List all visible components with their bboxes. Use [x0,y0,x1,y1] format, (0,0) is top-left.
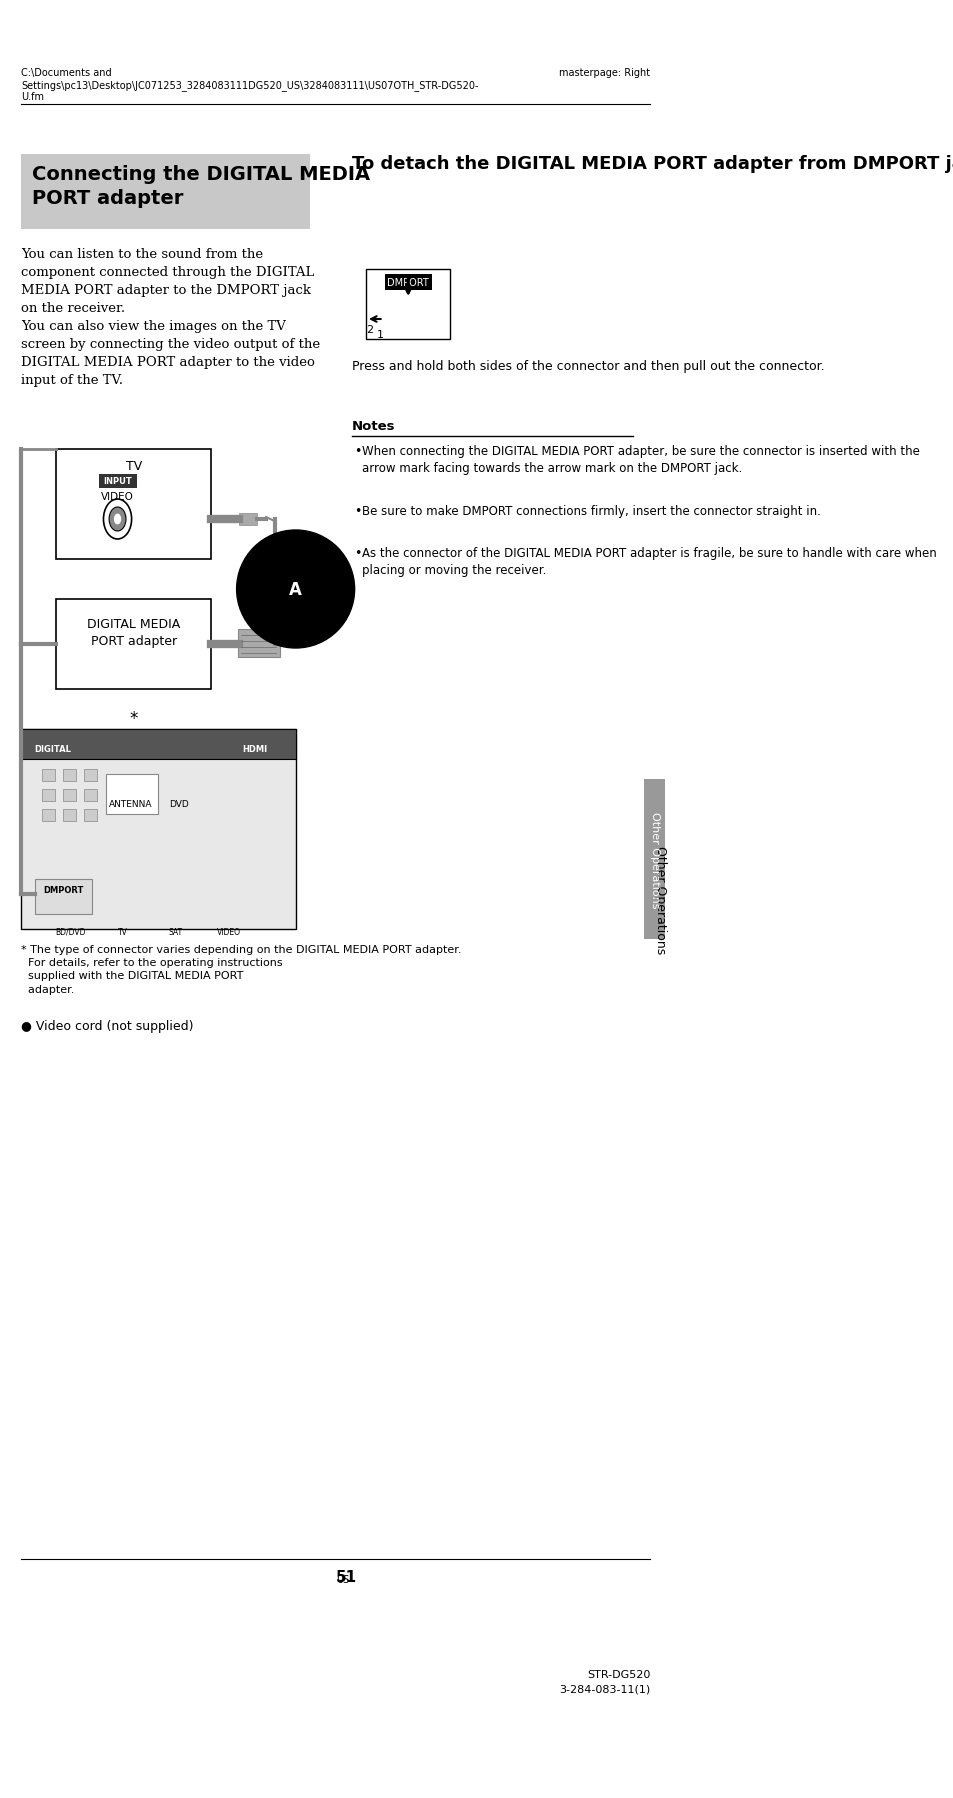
Text: •: • [354,444,361,458]
FancyBboxPatch shape [42,809,55,822]
FancyBboxPatch shape [366,270,450,340]
Text: Be sure to make DMPORT connections firmly, insert the connector straight in.: Be sure to make DMPORT connections firml… [362,505,821,518]
Text: * The type of connector varies depending on the DIGITAL MEDIA PORT adapter.
  Fo: * The type of connector varies depending… [21,944,461,994]
Text: 3-284-083-11(1): 3-284-083-11(1) [558,1685,650,1694]
Text: *: * [130,710,138,728]
Text: When connecting the DIGITAL MEDIA PORT adapter, be sure the connector is inserte: When connecting the DIGITAL MEDIA PORT a… [362,444,920,475]
FancyBboxPatch shape [85,770,97,782]
Text: DVD: DVD [170,800,189,809]
FancyBboxPatch shape [21,155,310,230]
Text: •: • [354,505,361,518]
FancyBboxPatch shape [21,730,295,930]
FancyBboxPatch shape [56,450,211,559]
Text: 2: 2 [366,325,373,334]
Circle shape [113,514,122,525]
Circle shape [109,507,126,532]
FancyBboxPatch shape [106,775,158,814]
Text: Connecting the DIGITAL MEDIA
PORT adapter: Connecting the DIGITAL MEDIA PORT adapte… [31,165,370,207]
Text: DMPORT: DMPORT [387,279,429,288]
Text: INPUT: INPUT [103,476,132,485]
Text: ANTENNA: ANTENNA [109,800,152,809]
Text: Press and hold both sides of the connector and then pull out the connector.: Press and hold both sides of the connect… [352,360,823,372]
Text: 51: 51 [335,1570,356,1584]
Text: VIDEO: VIDEO [216,928,240,937]
Text: masterpage: Right: masterpage: Right [558,68,650,77]
Text: TV: TV [118,928,128,937]
Text: TV: TV [126,460,142,473]
Text: SAT: SAT [169,928,183,937]
Text: STR-DG520: STR-DG520 [586,1669,650,1679]
Text: Other Operations: Other Operations [649,811,659,908]
FancyBboxPatch shape [98,475,137,489]
Text: ● Video cord (not supplied): ● Video cord (not supplied) [21,1019,193,1032]
FancyBboxPatch shape [239,514,256,525]
FancyBboxPatch shape [85,809,97,822]
Text: You can listen to the sound from the
component connected through the DIGITAL
MED: You can listen to the sound from the com… [21,248,320,387]
FancyBboxPatch shape [85,789,97,802]
FancyBboxPatch shape [63,789,76,802]
Text: C:\Documents and
Settings\pc13\Desktop\JC071253_3284083111DG520_US\3284083111\US: C:\Documents and Settings\pc13\Desktop\J… [21,68,478,102]
Text: •: • [354,547,361,559]
FancyBboxPatch shape [35,879,91,915]
Text: To detach the DIGITAL MEDIA PORT adapter from DMPORT jack: To detach the DIGITAL MEDIA PORT adapter… [352,155,953,173]
Text: Notes: Notes [352,419,395,433]
Text: VIDEO: VIDEO [101,491,133,502]
Text: US: US [335,1573,349,1584]
Text: As the connector of the DIGITAL MEDIA PORT adapter is fragile, be sure to handle: As the connector of the DIGITAL MEDIA PO… [362,547,936,577]
Text: DMPORT: DMPORT [43,885,84,894]
Text: BD/DVD: BD/DVD [55,928,86,937]
FancyBboxPatch shape [21,730,295,759]
Text: HDMI: HDMI [242,744,267,753]
Text: A: A [289,581,302,599]
Text: 1: 1 [376,329,383,340]
Text: DIGITAL MEDIA
PORT adapter: DIGITAL MEDIA PORT adapter [87,619,180,647]
FancyBboxPatch shape [63,770,76,782]
FancyBboxPatch shape [643,780,664,940]
FancyBboxPatch shape [63,809,76,822]
Text: DIGITAL: DIGITAL [34,744,71,753]
FancyBboxPatch shape [42,770,55,782]
FancyBboxPatch shape [56,601,211,690]
FancyBboxPatch shape [237,629,280,658]
Text: Other Operations: Other Operations [653,845,666,953]
Circle shape [103,500,132,539]
FancyBboxPatch shape [42,789,55,802]
